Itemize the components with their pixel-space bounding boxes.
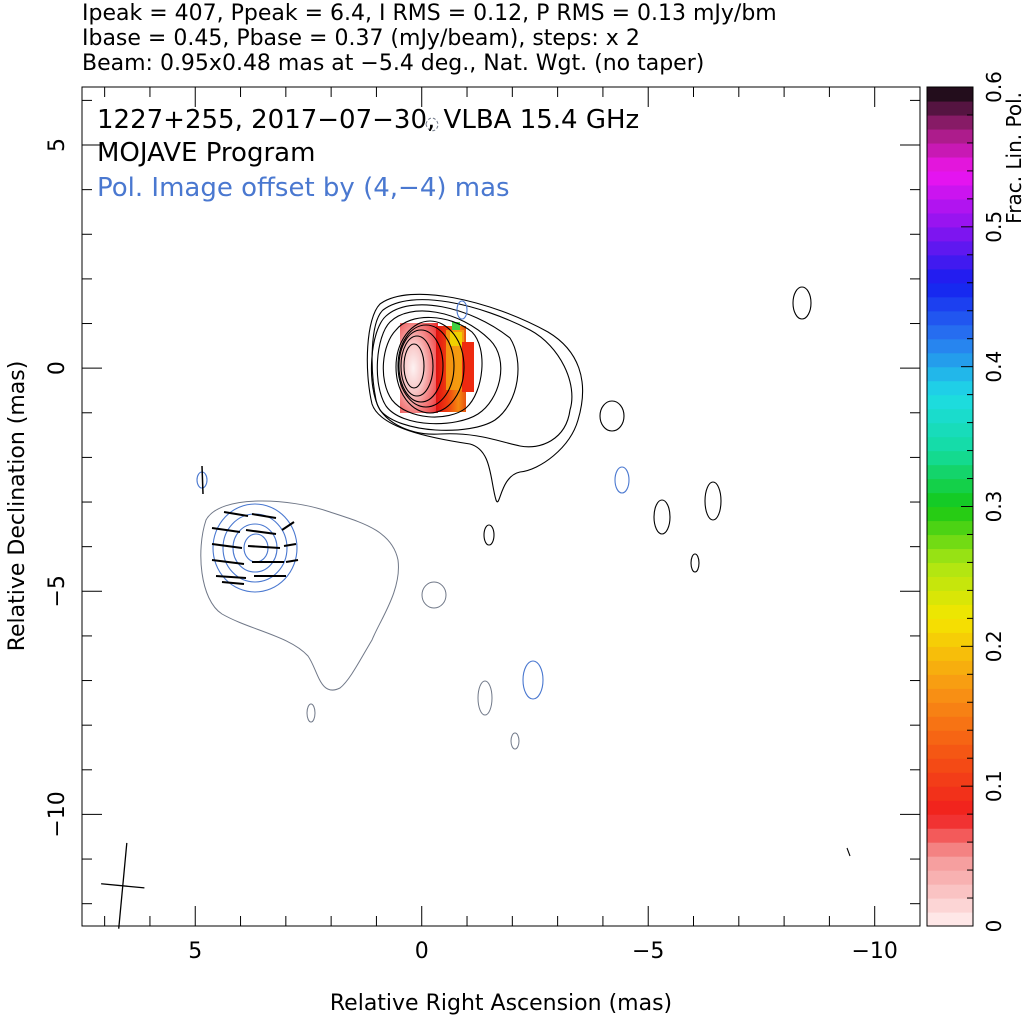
colorbar-swatch: [927, 114, 973, 130]
colorbar-swatch: [927, 198, 973, 214]
colorbar-label: Frac. Lin. Pol.: [1002, 92, 1026, 224]
colorbar-swatch: [927, 548, 973, 564]
colorbar-swatch: [927, 814, 973, 829]
colorbar-swatch: [927, 772, 973, 787]
axis-tick-labels: 5 0 −5 −10 5 0 −5 −10: [45, 138, 898, 964]
colorbar-swatch: [927, 786, 973, 801]
colorbar-swatch: [927, 884, 973, 899]
y-tick-label: 5: [45, 138, 70, 152]
colorbar-swatch: [927, 716, 973, 731]
colorbar-swatch: [927, 254, 973, 270]
header-line-1: Ipeak = 407, Ppeak = 6.4, I RMS = 0.12, …: [82, 1, 777, 26]
y-tick-label: −5: [45, 575, 70, 607]
colorbar-tick-label: 0.5: [982, 211, 1006, 243]
colorbar-swatch: [927, 268, 973, 284]
colorbar-swatch: [927, 702, 973, 717]
colorbar-swatch: [927, 870, 973, 885]
colorbar-tick-label: 0.3: [982, 491, 1006, 523]
colorbar-swatch: [927, 730, 973, 745]
colorbar-swatch: [927, 576, 973, 591]
colorbar-swatch: [927, 296, 973, 312]
colorbar-swatch: [927, 912, 973, 927]
colorbar-swatch: [927, 478, 973, 494]
colorbar-swatch: [927, 394, 973, 410]
header-line-2: Ibase = 0.45, Pbase = 0.37 (mJy/beam), s…: [82, 26, 640, 51]
colorbar-swatch: [927, 562, 973, 578]
x-tick-label: 5: [188, 939, 202, 964]
colorbar-swatch: [927, 632, 973, 647]
colorbar-swatch: [927, 590, 973, 605]
colorbar-swatch: [927, 646, 973, 661]
x-tick-label: −5: [632, 939, 664, 964]
pol-offset-note: Pol. Image offset by (4,−4) mas: [97, 173, 510, 203]
colorbar-swatch: [927, 282, 973, 298]
colorbar-swatch: [927, 422, 973, 438]
colorbar-swatch: [927, 352, 973, 368]
colorbar: [927, 87, 973, 927]
fracpol-image: [400, 322, 474, 413]
colorbar-swatch: [927, 128, 973, 144]
colorbar-swatch: [927, 506, 973, 522]
colorbar-swatch: [927, 800, 973, 815]
colorbar-ticks: [961, 86, 973, 927]
colorbar-swatch: [927, 366, 973, 382]
axis-ticks: [82, 87, 921, 926]
colorbar-swatch: [927, 618, 973, 633]
colorbar-swatch: [927, 492, 973, 508]
colorbar-swatch: [927, 408, 973, 424]
colorbar-swatch: [927, 450, 973, 466]
colorbar-swatch: [927, 464, 973, 480]
colorbar-swatch: [927, 856, 973, 871]
plot-subtitle: MOJAVE Program: [97, 138, 315, 168]
colorbar-swatch: [927, 240, 973, 256]
offset-i-contours: [200, 117, 520, 750]
colorbar-tick-label: 0.1: [982, 770, 1006, 802]
colorbar-swatch: [927, 688, 973, 703]
x-tick-label: 0: [415, 939, 429, 964]
colorbar-swatch: [927, 184, 973, 200]
plot-title: 1227+255, 2017−07−30, VLBA 15.4 GHz: [97, 105, 639, 135]
colorbar-tick-labels: 0 0.1 0.2 0.3 0.4 0.5 0.6: [982, 71, 1006, 932]
colorbar-tick-label: 0.4: [982, 351, 1006, 383]
colorbar-swatch: [927, 604, 973, 619]
colorbar-swatch: [927, 520, 973, 536]
colorbar-swatch: [927, 660, 973, 675]
colorbar-swatch: [927, 338, 973, 354]
stokes-i-contours: [366, 286, 851, 857]
colorbar-swatch: [927, 310, 973, 326]
colorbar-swatch: [927, 674, 973, 689]
colorbar-swatch: [927, 170, 973, 186]
colorbar-swatch: [927, 898, 973, 913]
colorbar-swatch: [927, 436, 973, 452]
y-tick-label: 0: [45, 361, 70, 375]
colorbar-swatch: [927, 142, 973, 158]
beam-cross: [101, 842, 145, 929]
header-line-3: Beam: 0.95x0.48 mas at −5.4 deg., Nat. W…: [82, 51, 705, 76]
colorbar-swatch: [927, 156, 973, 172]
colorbar-swatch: [927, 534, 973, 550]
colorbar-swatch: [927, 226, 973, 242]
colorbar-swatch: [927, 212, 973, 228]
y-axis-label: Relative Declination (mas): [5, 361, 30, 652]
colorbar-swatch: [927, 100, 973, 116]
colorbar-swatch: [927, 87, 973, 102]
colorbar-swatch: [927, 828, 973, 843]
colorbar-tick-label: 0.6: [982, 71, 1006, 103]
colorbar-swatch: [927, 744, 973, 759]
colorbar-tick-label: 0.2: [982, 630, 1006, 662]
colorbar-tick-label: 0: [982, 920, 1006, 933]
colorbar-swatch: [927, 324, 973, 340]
colorbar-swatch: [927, 380, 973, 396]
colorbar-swatch: [927, 758, 973, 773]
colorbar-swatch: [927, 842, 973, 857]
y-tick-label: −10: [45, 791, 70, 837]
x-axis-label: Relative Right Ascension (mas): [330, 991, 672, 1016]
x-tick-label: −10: [851, 939, 897, 964]
evpa-vectors: [201, 465, 299, 585]
plot-frame: [81, 86, 921, 927]
